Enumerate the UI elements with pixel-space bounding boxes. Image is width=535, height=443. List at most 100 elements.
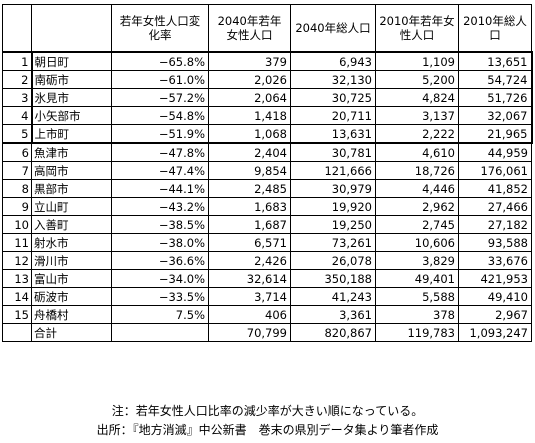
cell-t2010: 44,959 bbox=[458, 142, 532, 162]
cell-t2010: 32,067 bbox=[458, 106, 533, 125]
table-row: 5 上市町 −51.9% 1,068 13,631 2,222 21,965 bbox=[2, 124, 533, 144]
cell-idx: 5 bbox=[2, 124, 32, 144]
cell-name: 入善町 bbox=[31, 215, 112, 234]
cell-rate: −47.8% bbox=[111, 142, 209, 162]
cell-name: 滑川市 bbox=[31, 251, 112, 270]
table-row: 12 滑川市 −36.6% 2,426 26,078 3,829 33,676 bbox=[2, 251, 532, 270]
cell-t2040: 13,631 bbox=[290, 124, 376, 144]
cell-f2040: 2,426 bbox=[208, 251, 291, 270]
table-row: 7 高岡市 −47.4% 9,854 121,666 18,726 176,061 bbox=[2, 161, 532, 180]
cell-t2040: 30,979 bbox=[290, 179, 376, 198]
cell-rate: −38.0% bbox=[111, 233, 209, 252]
cell-rate: −33.5% bbox=[111, 287, 209, 306]
table-row: 14 砺波市 −33.5% 3,714 41,243 5,588 49,410 bbox=[2, 287, 532, 306]
cell-rate: −51.9% bbox=[111, 124, 209, 144]
cell-f2040: 379 bbox=[208, 51, 291, 71]
cell-name: 射水市 bbox=[31, 233, 112, 252]
total-label: 合計 bbox=[31, 323, 112, 342]
cell-rate: −47.4% bbox=[111, 161, 209, 180]
cell-name: 富山市 bbox=[31, 269, 112, 288]
total-rate bbox=[111, 323, 209, 342]
cell-f2040: 2,404 bbox=[208, 142, 291, 162]
cell-t2010: 13,651 bbox=[458, 51, 533, 71]
total-female-2010: 119,783 bbox=[375, 323, 459, 342]
table-row: 15 舟橋村 7.5% 406 3,361 378 2,967 bbox=[2, 305, 532, 324]
cell-name: 立山町 bbox=[31, 197, 112, 216]
cell-t2040: 19,250 bbox=[290, 215, 376, 234]
table-header: 若年女性人口変化率 2040年若年女性人口 2040年総人口 2010年若年女性… bbox=[2, 4, 532, 53]
cell-f2040: 2,064 bbox=[208, 88, 291, 107]
cell-idx: 11 bbox=[2, 233, 32, 252]
cell-name: 上市町 bbox=[30, 124, 112, 144]
cell-t2040: 20,711 bbox=[290, 106, 376, 125]
table-row: 11 射水市 −38.0% 6,571 73,261 10,606 93,588 bbox=[2, 233, 532, 252]
cell-t2010: 49,410 bbox=[458, 287, 532, 306]
cell-f2040: 1,683 bbox=[208, 197, 291, 216]
cell-f2040: 1,418 bbox=[208, 106, 291, 125]
total-total-2040: 820,867 bbox=[290, 323, 376, 342]
cell-idx: 15 bbox=[2, 305, 32, 324]
cell-idx: 6 bbox=[2, 142, 32, 162]
cell-t2040: 6,943 bbox=[290, 51, 376, 71]
table-body: 1 朝日町 −65.8% 379 6,943 1,109 13,651 2 南砺市 −61.0% 2… bbox=[2, 51, 533, 342]
header-total-2010: 2010年総人口 bbox=[458, 4, 532, 53]
cell-f2040: 1,068 bbox=[208, 124, 291, 144]
cell-t2040: 350,188 bbox=[290, 269, 376, 288]
cell-t2040: 32,130 bbox=[290, 70, 376, 89]
table-row: 1 朝日町 −65.8% 379 6,943 1,109 13,651 bbox=[2, 51, 533, 71]
cell-f2010: 4,610 bbox=[375, 142, 459, 162]
cell-idx: 13 bbox=[2, 269, 32, 288]
cell-t2010: 27,182 bbox=[458, 215, 532, 234]
total-index bbox=[2, 323, 32, 342]
cell-rate: −44.1% bbox=[111, 179, 209, 198]
cell-t2010: 93,588 bbox=[458, 233, 532, 252]
cell-rate: −65.8% bbox=[111, 51, 209, 71]
cell-f2010: 3,829 bbox=[375, 251, 459, 270]
cell-name: 小矢部市 bbox=[30, 106, 112, 125]
cell-f2010: 10,606 bbox=[375, 233, 459, 252]
cell-t2040: 41,243 bbox=[290, 287, 376, 306]
cell-rate: −61.0% bbox=[111, 70, 209, 89]
cell-t2040: 121,666 bbox=[290, 161, 376, 180]
table-row: 8 黒部市 −44.1% 2,485 30,979 4,446 41,852 bbox=[2, 179, 532, 198]
cell-name: 魚津市 bbox=[31, 142, 112, 162]
header-index bbox=[2, 4, 32, 53]
cell-f2010: 1,109 bbox=[375, 51, 459, 71]
cell-idx: 1 bbox=[2, 51, 32, 71]
cell-name: 氷見市 bbox=[30, 88, 112, 107]
total-female-2040: 70,799 bbox=[208, 323, 291, 342]
cell-t2010: 421,953 bbox=[458, 269, 532, 288]
cell-idx: 4 bbox=[2, 106, 32, 125]
cell-f2040: 6,571 bbox=[208, 233, 291, 252]
header-municipality bbox=[31, 4, 112, 53]
cell-t2010: 176,061 bbox=[458, 161, 532, 180]
cell-t2040: 19,920 bbox=[290, 197, 376, 216]
cell-t2040: 3,361 bbox=[290, 305, 376, 324]
table-row: 2 南砺市 −61.0% 2,026 32,130 5,200 54,724 bbox=[2, 70, 533, 89]
header-female-2040: 2040年若年女性人口 bbox=[208, 4, 291, 53]
cell-t2040: 73,261 bbox=[290, 233, 376, 252]
cell-f2040: 9,854 bbox=[208, 161, 291, 180]
cell-f2010: 4,446 bbox=[375, 179, 459, 198]
cell-idx: 7 bbox=[2, 161, 32, 180]
cell-t2010: 33,676 bbox=[458, 251, 532, 270]
cell-f2010: 5,588 bbox=[375, 287, 459, 306]
table-row: 3 氷見市 −57.2% 2,064 30,725 4,824 51,726 bbox=[2, 88, 533, 107]
header-rate: 若年女性人口変化率 bbox=[111, 4, 209, 53]
cell-f2010: 2,222 bbox=[375, 124, 459, 144]
cell-name: 朝日町 bbox=[30, 51, 112, 71]
total-total-2010: 1,093,247 bbox=[458, 323, 532, 342]
cell-f2040: 406 bbox=[208, 305, 291, 324]
table-row: 4 小矢部市 −54.8% 1,418 20,711 3,137 32,067 bbox=[2, 106, 533, 125]
cell-idx: 10 bbox=[2, 215, 32, 234]
cell-f2010: 18,726 bbox=[375, 161, 459, 180]
cell-f2010: 4,824 bbox=[375, 88, 459, 107]
cell-t2010: 21,965 bbox=[458, 124, 533, 144]
cell-t2040: 30,781 bbox=[290, 142, 376, 162]
cell-t2010: 41,852 bbox=[458, 179, 532, 198]
cell-t2040: 26,078 bbox=[290, 251, 376, 270]
table-row: 6 魚津市 −47.8% 2,404 30,781 4,610 44,959 bbox=[2, 142, 532, 162]
cell-idx: 14 bbox=[2, 287, 32, 306]
cell-rate: 7.5% bbox=[111, 305, 209, 324]
